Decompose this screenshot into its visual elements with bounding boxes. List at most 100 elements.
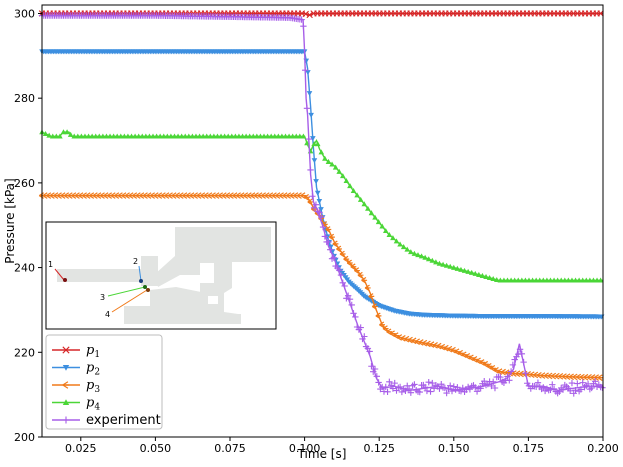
series-marker-p4 xyxy=(289,133,296,139)
inset-label-4: 4 xyxy=(105,310,110,319)
series-marker-experiment xyxy=(491,384,499,392)
inset-geometry xyxy=(57,227,271,324)
inset-probe-1 xyxy=(63,278,67,282)
series-marker-p4 xyxy=(150,133,156,139)
series-marker-p4 xyxy=(297,133,303,139)
series-marker-p4 xyxy=(236,133,242,139)
series-marker-p4 xyxy=(286,133,292,139)
series-marker-experiment xyxy=(305,135,312,143)
series-marker-p3 xyxy=(339,250,346,258)
series-marker-p3 xyxy=(465,352,471,360)
series-marker-experiment xyxy=(405,385,413,393)
y-tick-label: 280 xyxy=(14,92,35,105)
series-marker-p4 xyxy=(379,223,385,229)
series-marker-experiment xyxy=(301,67,309,74)
series-marker-p3 xyxy=(346,259,353,267)
x-tick-label: 0.175 xyxy=(513,442,545,455)
series-marker-p4 xyxy=(425,256,432,262)
series-p4 xyxy=(39,129,604,283)
series-marker-p4 xyxy=(450,264,457,270)
series-marker-p4 xyxy=(404,246,411,252)
series-marker-p4 xyxy=(411,250,418,256)
series-marker-experiment xyxy=(489,378,497,385)
series-marker-p4 xyxy=(408,249,414,255)
series-marker-p4 xyxy=(89,133,95,139)
series-marker-p4 xyxy=(393,238,400,244)
series-marker-p4 xyxy=(110,133,117,139)
series-marker-p4 xyxy=(264,133,271,139)
x-tick-label: 0.200 xyxy=(587,442,619,455)
series-marker-experiment xyxy=(330,254,338,261)
legend-item-experiment: experiment xyxy=(52,413,161,428)
series-marker-p4 xyxy=(422,254,428,260)
series-marker-p4 xyxy=(357,196,364,202)
series-marker-p4 xyxy=(100,133,106,139)
series-marker-p4 xyxy=(182,133,189,139)
inset-probe-4 xyxy=(146,288,150,292)
series-marker-experiment xyxy=(337,271,345,279)
series-marker-experiment xyxy=(391,379,398,387)
series-marker-experiment xyxy=(384,388,391,396)
series-marker-p3 xyxy=(375,312,382,320)
series-marker-p4 xyxy=(454,265,461,271)
series-marker-p4 xyxy=(203,133,210,139)
series-marker-p4 xyxy=(275,133,282,139)
series-marker-p4 xyxy=(78,133,85,139)
series-marker-experiment xyxy=(427,388,434,395)
series-marker-p4 xyxy=(60,129,67,135)
series-marker-experiment xyxy=(361,333,368,340)
series-marker-p4 xyxy=(443,262,450,268)
series-marker-experiment xyxy=(588,384,595,392)
series-marker-p4 xyxy=(171,133,178,139)
series-marker-experiment xyxy=(497,373,504,381)
series-marker-p2 xyxy=(311,158,318,164)
series-marker-p4 xyxy=(64,129,70,135)
series-marker-experiment xyxy=(506,377,513,384)
series-marker-p2 xyxy=(305,70,311,76)
series-marker-p4 xyxy=(483,273,489,279)
series-marker-p4 xyxy=(350,187,357,193)
series-marker-p4 xyxy=(415,252,421,258)
series-marker-p4 xyxy=(114,133,120,139)
series-marker-experiment xyxy=(466,386,474,393)
series-marker-experiment xyxy=(416,388,423,396)
series-marker-p4 xyxy=(490,275,496,282)
series-marker-p4 xyxy=(468,269,475,275)
series-marker-p4 xyxy=(447,263,454,269)
series-marker-p4 xyxy=(440,261,446,267)
series-marker-experiment xyxy=(303,105,311,112)
y-tick-label: 260 xyxy=(14,177,35,190)
series-marker-p4 xyxy=(540,277,547,283)
series-marker-p4 xyxy=(146,133,153,139)
series-markers-p3 xyxy=(38,192,604,381)
series-marker-p4 xyxy=(511,277,518,283)
series-marker-p4 xyxy=(218,133,224,139)
series-marker-p4 xyxy=(579,277,586,283)
series-marker-p4 xyxy=(519,277,525,283)
series-p2 xyxy=(39,49,605,320)
series-marker-p2 xyxy=(306,91,313,97)
series-marker-p4 xyxy=(96,133,103,139)
series-marker-p3 xyxy=(361,276,368,284)
series-marker-p4 xyxy=(139,133,146,139)
series-line-experiment xyxy=(42,14,603,392)
series-marker-p4 xyxy=(42,130,49,136)
plot-frame xyxy=(41,4,604,438)
series-marker-p4 xyxy=(279,133,285,139)
series-marker-p1 xyxy=(302,10,309,18)
series-marker-p3 xyxy=(328,233,335,241)
series-marker-p3 xyxy=(364,284,371,292)
series-marker-experiment xyxy=(352,313,359,321)
series-marker-p4 xyxy=(533,277,539,283)
series-marker-experiment xyxy=(520,358,527,366)
series-marker-p4 xyxy=(436,260,443,266)
series-marker-experiment xyxy=(579,379,586,386)
inset-label-2: 2 xyxy=(133,257,138,266)
series-marker-p4 xyxy=(558,277,565,283)
series-marker-p4 xyxy=(597,277,604,283)
series-marker-experiment xyxy=(327,246,334,253)
series-marker-p3 xyxy=(450,346,457,354)
inset-probe-2 xyxy=(139,279,143,283)
